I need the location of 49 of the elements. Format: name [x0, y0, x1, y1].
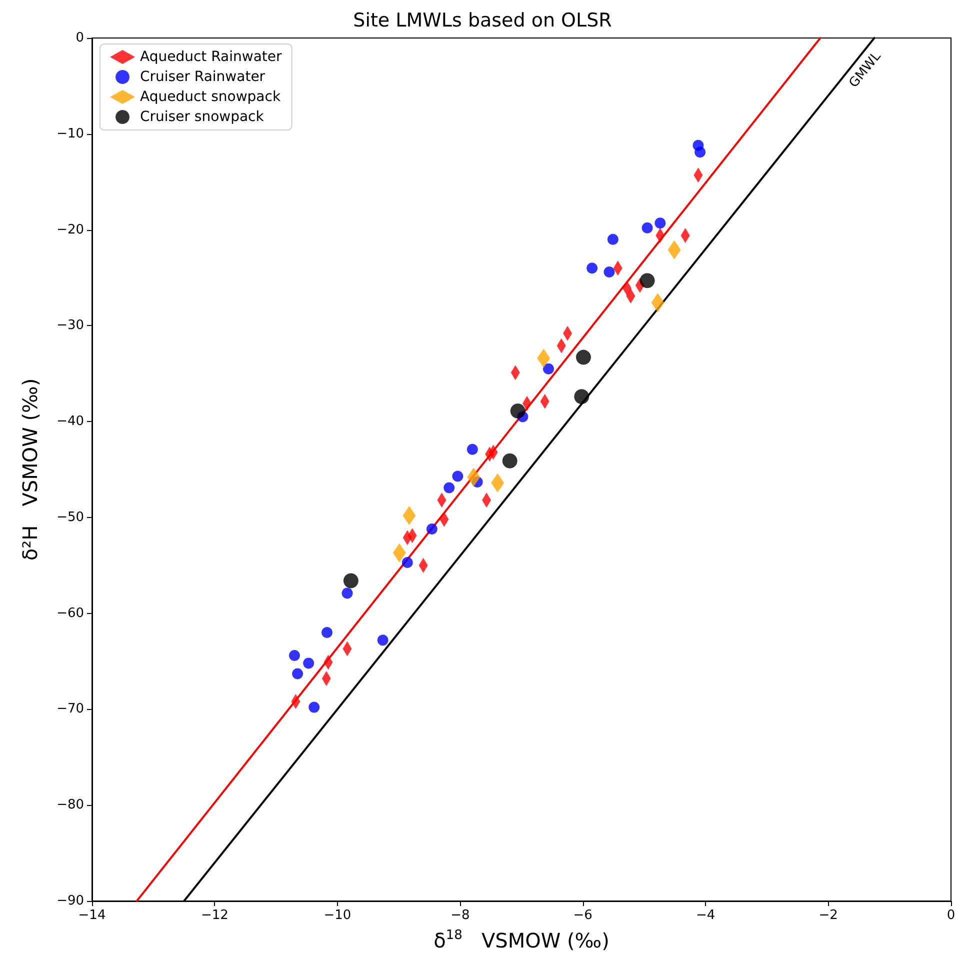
- point: [308, 702, 320, 713]
- point: [426, 523, 438, 534]
- point: [444, 482, 455, 494]
- x-tick-label: −2: [818, 908, 838, 923]
- point: [502, 453, 518, 468]
- y-tick-label: −70: [56, 702, 84, 717]
- x-tick-label: −12: [200, 908, 228, 923]
- point: [466, 444, 478, 455]
- point: [586, 262, 598, 274]
- point: [288, 650, 300, 662]
- chart-title: Site LMWLs based on OLSR: [353, 10, 612, 32]
- x-tick-label: −10: [324, 908, 352, 923]
- y-tick-label: 0: [76, 30, 84, 46]
- y-tick-label: −10: [56, 126, 84, 142]
- point: [303, 658, 314, 669]
- point: [343, 573, 358, 588]
- y-tick-label: −90: [56, 894, 84, 908]
- y-tick-label: −80: [56, 798, 84, 813]
- point: [452, 470, 464, 482]
- y-tick-label: −20: [56, 222, 84, 238]
- y-tick-label: −50: [56, 510, 84, 525]
- point: [574, 389, 590, 404]
- point: [377, 634, 388, 646]
- point: [607, 234, 618, 245]
- y-tick-label: −40: [56, 414, 84, 430]
- point: [654, 218, 666, 229]
- legend-label: Aqueduct Rainwater: [140, 49, 282, 65]
- y-axis-title: δ²H VSMOW (‰): [18, 378, 42, 561]
- legend-label: Cruiser Rainwater: [140, 69, 266, 85]
- x-tick-label: −4: [696, 908, 716, 923]
- x-tick-label: −6: [573, 908, 592, 923]
- point: [292, 668, 304, 680]
- point: [402, 557, 413, 568]
- legend-label: Aqueduct snowpack: [140, 89, 282, 105]
- point: [576, 350, 591, 365]
- point: [342, 588, 353, 599]
- point: [604, 266, 615, 278]
- point: [694, 146, 706, 158]
- x-tick-label: −8: [450, 908, 470, 923]
- point: [543, 363, 554, 374]
- point: [642, 222, 653, 234]
- y-tick-label: −30: [56, 318, 84, 334]
- point: [510, 404, 526, 419]
- x-tick-label: 0: [946, 908, 956, 923]
- x-tick-label: −14: [78, 908, 106, 923]
- point: [640, 273, 655, 288]
- legend-label: Cruiser snowpack: [140, 109, 265, 125]
- point: [322, 627, 332, 638]
- y-tick-label: −60: [56, 606, 84, 621]
